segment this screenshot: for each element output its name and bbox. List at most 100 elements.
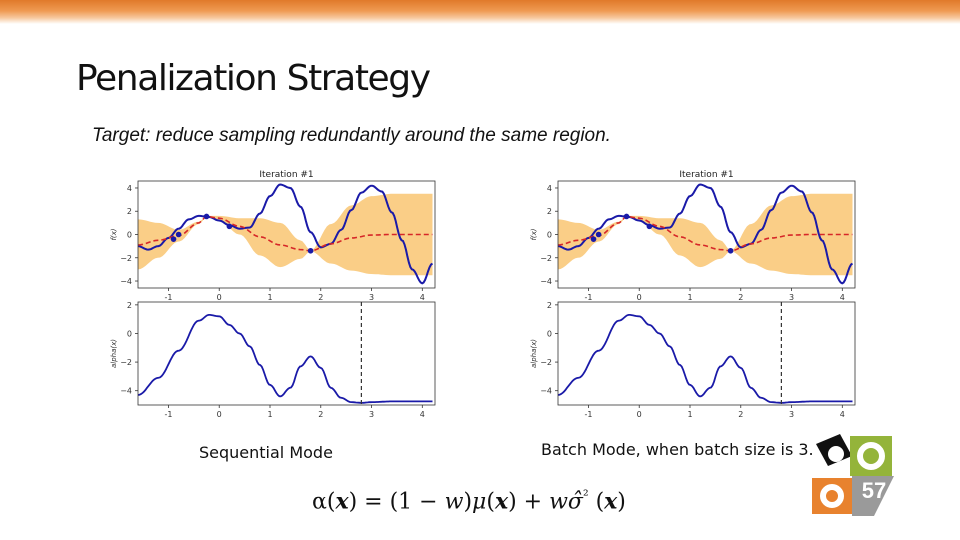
observation-point <box>595 231 602 238</box>
x-tick-label: 1 <box>687 293 692 302</box>
x-tick-label: 4 <box>420 293 425 302</box>
gp-mean-curve <box>558 215 853 252</box>
x-tick-label: 2 <box>318 293 323 302</box>
y-tick-label: 0 <box>127 329 132 338</box>
confidence-band <box>138 193 433 276</box>
slide-title: Penalization Strategy <box>76 58 431 99</box>
formula-part: x <box>494 488 509 515</box>
y-tick-label: 2 <box>127 301 132 310</box>
y-tick-label: −4 <box>540 277 552 286</box>
logo-ring <box>857 442 885 470</box>
plot-area <box>138 183 434 285</box>
y-axis-label: alpha(x) <box>530 339 538 368</box>
x-tick-label: 3 <box>789 293 794 302</box>
page-number: 57 <box>861 478 887 503</box>
observation-point <box>307 247 314 254</box>
y-tick-label: 4 <box>547 184 552 193</box>
x-tick-label: -1 <box>584 293 592 302</box>
x-tick-label: 3 <box>789 410 794 418</box>
observation-point <box>203 213 210 220</box>
formula-part: ( <box>486 489 495 515</box>
observation-point <box>170 236 177 242</box>
y-tick-label: 2 <box>547 301 552 310</box>
formula-part: w <box>444 489 464 515</box>
logo-gray-shape <box>852 476 894 516</box>
y-tick-label: −2 <box>540 358 552 367</box>
x-tick-label: 0 <box>637 410 642 418</box>
plot-area <box>558 183 854 285</box>
formula-part: x <box>335 488 349 515</box>
y-axis-label: alpha(x) <box>110 339 118 368</box>
formula-part: ( <box>588 489 605 515</box>
formula-part: μ <box>472 489 487 515</box>
logo-ring <box>820 484 844 508</box>
formula-part: ) + <box>508 489 550 515</box>
y-tick-label: 2 <box>127 207 132 216</box>
x-tick-label: 2 <box>738 293 743 302</box>
gp-mean-curve <box>138 215 433 252</box>
x-tick-label: 2 <box>738 410 743 418</box>
fx-chart: -1 0 1 2 3 4 4 2 0 −2 −4 Iteration #1 f(x) <box>530 170 856 302</box>
observation-point <box>175 231 182 238</box>
logo-hole <box>828 446 844 462</box>
x-tick-label: 4 <box>840 410 845 418</box>
x-tick-label: -1 <box>164 293 172 302</box>
plot-frame <box>557 301 856 406</box>
observation-point <box>226 223 233 230</box>
x-tick-label: 1 <box>687 410 692 418</box>
objective-curve <box>558 183 854 285</box>
caption-sequential: Sequential Mode <box>199 443 333 462</box>
plot-area <box>138 302 433 405</box>
y-tick-label: 0 <box>547 329 552 338</box>
plot-area <box>558 302 853 405</box>
plot-frame <box>137 301 436 406</box>
x-tick-label: -1 <box>584 410 592 418</box>
y-tick-label: −2 <box>540 254 552 263</box>
x-tick-label: 0 <box>637 293 642 302</box>
x-tick-label: 3 <box>369 410 374 418</box>
x-tick-label: 1 <box>267 410 272 418</box>
formula-part: ) = (1 − <box>348 489 445 515</box>
caption-batch: Batch Mode, when batch size is 3. <box>541 440 814 459</box>
x-tick-label: -1 <box>164 410 172 418</box>
y-tick-label: −4 <box>120 277 132 286</box>
y-tick-label: −2 <box>120 358 132 367</box>
observation-point <box>646 223 653 230</box>
x-tick-label: 4 <box>420 410 425 418</box>
objective-curve <box>138 183 434 285</box>
y-tick-label: 0 <box>547 231 552 240</box>
acquisition-curve <box>138 314 433 404</box>
x-tick-label: 1 <box>267 293 272 302</box>
fx-chart: -1 0 1 2 3 4 4 2 0 −2 −4 Iteration #1 f(x) <box>110 170 436 302</box>
formula-part: ) <box>617 489 626 515</box>
sequential-fx-plot: -1 0 1 2 3 4 4 2 0 −2 −4 Iteration #1 f(x) <box>100 164 440 302</box>
y-tick-label: −2 <box>120 254 132 263</box>
formula-part: α( <box>312 489 336 515</box>
x-tick-label: 4 <box>840 293 845 302</box>
slide-subtitle: Target: reduce sampling redundantly arou… <box>92 125 611 146</box>
formula-part: x <box>604 488 618 515</box>
acquisition-formula: α(x) = (1 − w)μ(x) + wσ̂² (x) <box>312 488 626 514</box>
batch-fx-plot: -1 0 1 2 3 4 4 2 0 −2 −4 Iteration #1 f(x) <box>520 164 860 302</box>
observation-point <box>590 236 597 242</box>
x-tick-label: 0 <box>217 293 222 302</box>
logo-orange-square <box>812 478 852 514</box>
chart-title: Iteration #1 <box>259 170 313 180</box>
x-tick-label: 2 <box>318 410 323 418</box>
y-axis-label: f(x) <box>110 228 118 240</box>
observation-point <box>623 213 630 220</box>
x-tick-label: 3 <box>369 293 374 302</box>
y-tick-label: 2 <box>547 207 552 216</box>
top-accent-bar <box>0 0 960 24</box>
observation-point <box>727 247 734 254</box>
y-tick-label: −4 <box>540 387 552 396</box>
y-tick-label: 4 <box>127 184 132 193</box>
formula-part: ² <box>582 488 589 504</box>
acquisition-curve <box>558 314 853 404</box>
formula-part: ) <box>463 489 473 515</box>
confidence-band <box>558 193 853 276</box>
y-tick-label: 0 <box>127 231 132 240</box>
y-tick-label: −4 <box>120 387 132 396</box>
